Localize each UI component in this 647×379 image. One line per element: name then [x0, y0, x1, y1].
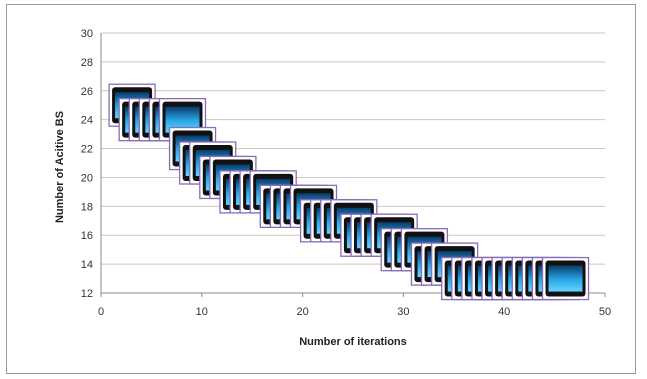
y-tick-label: 14: [81, 259, 93, 271]
y-tick-label: 20: [81, 172, 93, 184]
y-axis-label: Number of Acitive BS: [54, 111, 66, 223]
x-tick-label: 20: [296, 306, 308, 318]
y-tick-label: 16: [81, 230, 93, 242]
y-tick-label: 18: [81, 201, 93, 213]
x-tick-label: 30: [397, 306, 409, 318]
tick-labels: 12 14 16 18 20 22 24 26 28 30 0 10 20 30 40 50: [81, 28, 611, 318]
y-tick-label: 30: [81, 28, 93, 40]
chart-svg: 12 14 16 18 20 22 24 26 28 30 0 10 20 30 40 50 Number o…: [54, 28, 611, 348]
data-points: [108, 83, 590, 301]
y-tick-label: 28: [81, 57, 93, 69]
y-tick-label: 26: [81, 86, 93, 98]
base-station-icon: [541, 256, 590, 301]
y-tick-label: 24: [81, 115, 93, 127]
y-tick-label: 12: [81, 288, 93, 300]
x-tick-label: 10: [196, 306, 208, 318]
x-axis-label: Number of iterations: [299, 336, 407, 348]
y-tick-label: 22: [81, 144, 93, 156]
marker-screen: [548, 265, 583, 292]
x-tick-label: 50: [599, 306, 611, 318]
chart-frame: 12 14 16 18 20 22 24 26 28 30 0 10 20 30 40 50 Number o…: [6, 4, 636, 374]
x-tick-label: 40: [498, 306, 510, 318]
x-tick-label: 0: [98, 306, 104, 318]
